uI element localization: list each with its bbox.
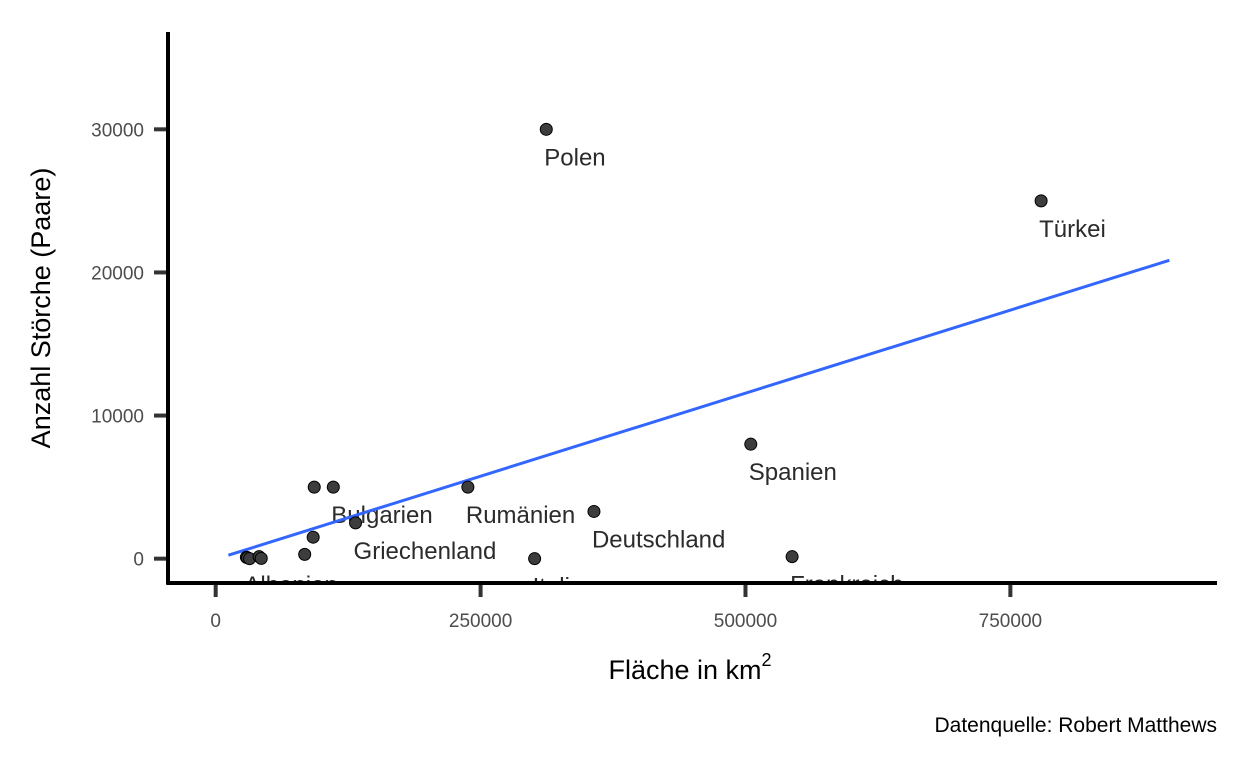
data-point	[349, 516, 363, 530]
data-point	[528, 552, 542, 566]
y-tick-label: 30000	[91, 120, 144, 141]
ticks-layer: 0 10000 20000 30000 0 250000 500000 750000	[91, 120, 1042, 632]
data-point	[254, 551, 268, 565]
data-point	[587, 504, 601, 518]
x-tick-label: 250000	[449, 611, 512, 632]
data-point	[1034, 194, 1048, 208]
data-point	[744, 437, 758, 451]
label-clip-mask	[170, 582, 1220, 602]
trend-line-layer	[227, 258, 1170, 557]
y-axis-title: Anzahl Störche (Paare)	[26, 168, 56, 449]
data-point	[326, 480, 340, 494]
y-tick-label: 0	[133, 550, 144, 571]
x-tick-label: 750000	[979, 611, 1042, 632]
trend-line	[227, 258, 1170, 557]
y-tick-label: 10000	[91, 407, 144, 428]
axes-layer	[166, 32, 1217, 585]
data-point	[539, 122, 553, 136]
data-point	[461, 480, 475, 494]
point-label: Türkei	[1039, 216, 1106, 243]
point-labels-layer: AlbanienBulgarienGriechenlandRumänienIta…	[244, 144, 1105, 600]
point-label: Spanien	[749, 459, 837, 486]
x-axis-title-text: Fläche in km	[608, 655, 761, 685]
point-label: Deutschland	[592, 526, 725, 553]
point-label: Polen	[544, 144, 605, 171]
y-tick-label: 20000	[91, 263, 144, 284]
x-tick-label: 0	[210, 611, 221, 632]
caption: Datenquelle: Robert Matthews	[935, 714, 1218, 737]
point-label: Griechenland	[354, 538, 497, 565]
data-point	[298, 547, 312, 561]
point-label: Rumänien	[466, 502, 575, 529]
x-tick-label: 500000	[714, 611, 777, 632]
points-layer	[239, 122, 1048, 566]
data-point	[785, 550, 799, 564]
data-point	[306, 530, 320, 544]
x-axis-title-superscript: 2	[762, 650, 772, 670]
x-axis-title: Fläche in km2	[608, 650, 771, 685]
data-point	[307, 480, 321, 494]
